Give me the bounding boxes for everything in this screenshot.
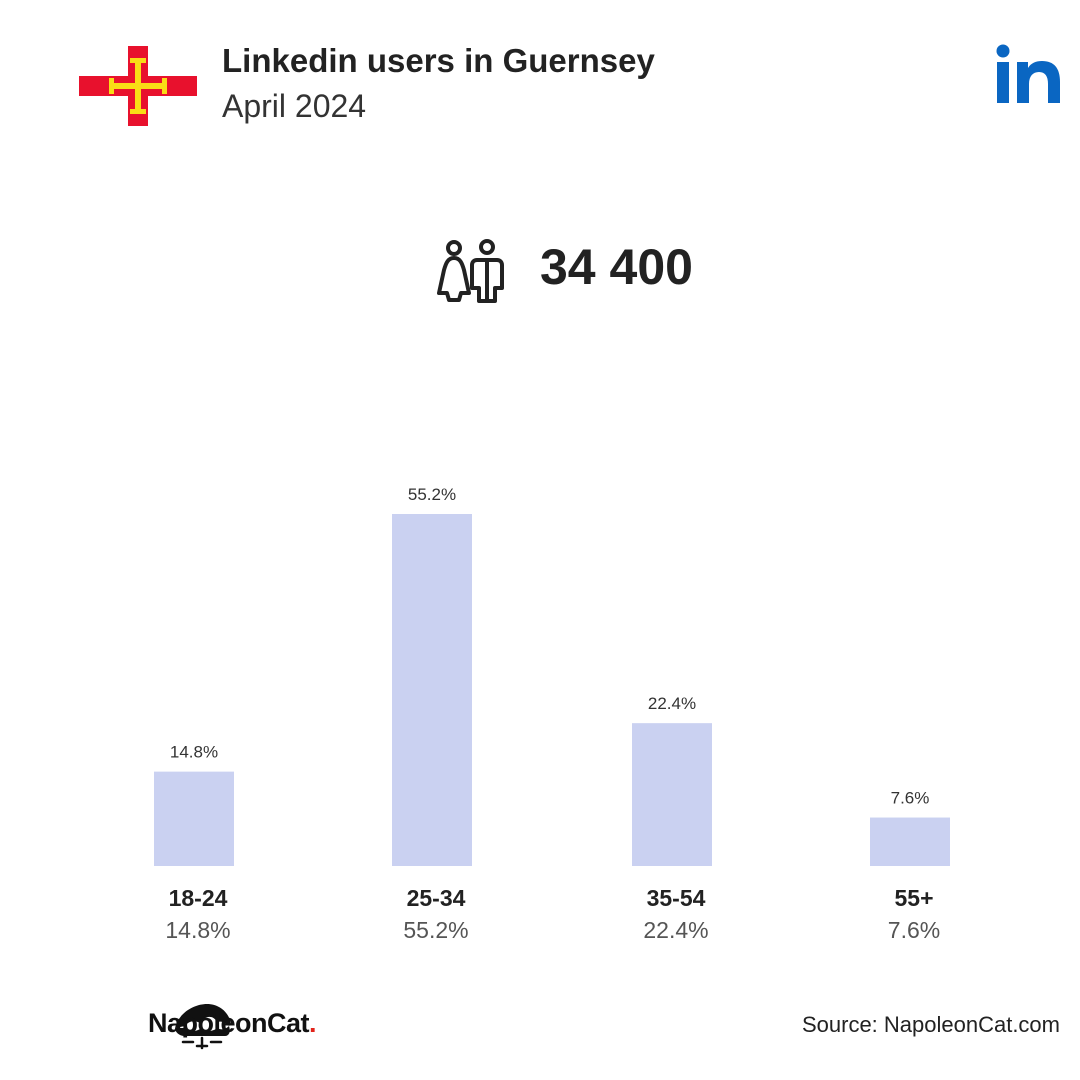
page-title: Linkedin users in Guernsey (222, 42, 655, 79)
data-label: 55.2% (408, 485, 456, 504)
category-label: 18-24 (169, 885, 228, 911)
category-percent-label: 14.8% (165, 917, 230, 943)
brand-name: NapoleonCat. (148, 1008, 317, 1039)
guernsey-flag-icon (79, 46, 197, 126)
bar (154, 771, 234, 866)
data-label: 22.4% (648, 694, 696, 713)
page-subtitle: April 2024 (222, 88, 367, 124)
brand-name-text: NapoleonCat (148, 1008, 310, 1038)
bar (392, 514, 472, 866)
napoleoncat-logo-icon (175, 1004, 231, 1050)
data-label: 7.6% (891, 789, 930, 808)
category-label: 25-34 (407, 885, 466, 911)
category-percent-label: 55.2% (403, 917, 468, 943)
category-percent-label: 22.4% (643, 917, 708, 943)
source-label: Source: NapoleonCat.com (801, 1012, 1060, 1037)
category-percent-label: 7.6% (888, 917, 940, 943)
people-icon (437, 239, 504, 303)
data-label: 14.8% (170, 743, 218, 762)
total-users-value: 34 400 (540, 239, 693, 295)
linkedin-logo-icon (996, 44, 1060, 103)
category-label: 35-54 (647, 885, 706, 911)
brand-dot: . (309, 1008, 317, 1038)
bar (632, 723, 712, 866)
bar (870, 817, 950, 866)
category-label: 55+ (894, 885, 933, 911)
